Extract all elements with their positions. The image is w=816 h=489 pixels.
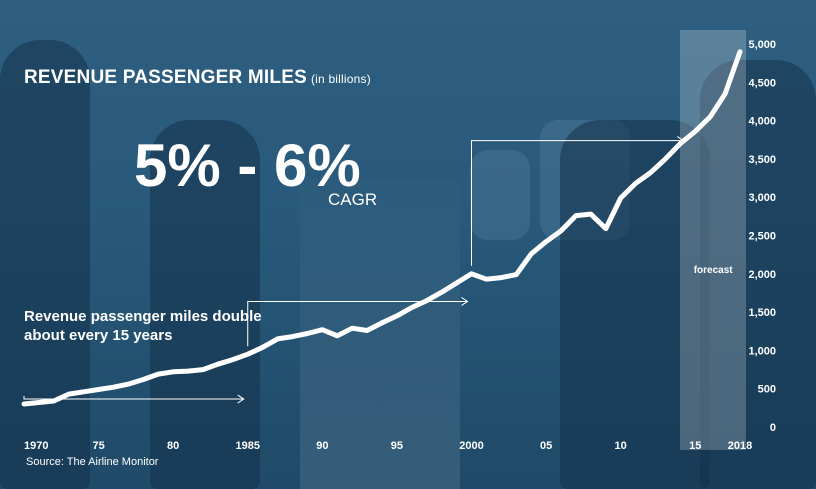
data-point (545, 241, 547, 243)
doubling-markers (23, 136, 685, 404)
y-tick-label: 2,500 (748, 231, 776, 243)
data-point (247, 353, 249, 355)
y-tick-label: 1,500 (748, 307, 776, 319)
data-point (530, 253, 532, 255)
data-point (485, 278, 487, 280)
doubling-arrowhead (237, 394, 245, 404)
y-tick-label: 0 (770, 422, 776, 434)
data-point (500, 277, 502, 279)
data-point (679, 143, 681, 145)
data-point (366, 329, 368, 331)
y-axis: 0 500 1,000 1,500 2,000 2,500 3,000 3,500 4,000 4… (748, 39, 776, 434)
data-point (381, 322, 383, 324)
data-point (232, 359, 234, 361)
data-point (306, 333, 308, 335)
x-tick-label: 2000 (459, 440, 483, 452)
data-point (53, 400, 55, 402)
data-point (127, 383, 129, 385)
data-point (187, 370, 189, 372)
x-axis: 1970 75 80 1985 90 95 2000 05 10 15 2018 (24, 440, 752, 452)
doubling-step-line (247, 300, 468, 347)
forecast-label: forecast (693, 265, 733, 276)
data-point (292, 336, 293, 338)
doubling-annotation: Revenue passenger miles double about eve… (24, 308, 262, 344)
data-point (694, 130, 696, 132)
y-tick-label: 500 (758, 384, 776, 396)
y-tick-label: 1,000 (748, 345, 776, 357)
cabin-window-decoration (470, 150, 530, 240)
data-point (38, 401, 40, 403)
forecast-band (680, 30, 746, 450)
data-point (98, 388, 100, 390)
data-point (277, 338, 279, 340)
data-point (321, 329, 323, 331)
data-point (441, 291, 443, 293)
cabin-seat-decoration (150, 120, 260, 489)
chart-title-text: REVENUE PASSENGER MILES (24, 67, 307, 88)
data-point (560, 230, 562, 232)
x-tick-label: 15 (689, 440, 701, 452)
data-point (635, 182, 637, 184)
data-point (739, 51, 741, 53)
data-point (590, 213, 592, 215)
x-tick-label: 75 (92, 440, 104, 452)
data-point (83, 391, 85, 393)
data-point (142, 379, 144, 381)
data-point (426, 300, 428, 302)
doubling-step-line (471, 140, 684, 266)
data-point (351, 327, 353, 329)
y-tick-label: 4,000 (748, 116, 776, 128)
data-point (396, 315, 398, 317)
data-point (709, 116, 711, 118)
series-line (21, 49, 743, 407)
cagr-value: 5% - 6% (134, 132, 361, 199)
cabin-aisle-decoration (300, 180, 460, 489)
data-point (411, 307, 413, 309)
x-tick-label: 05 (540, 440, 552, 452)
y-tick-label: 2,000 (748, 269, 776, 281)
data-point (68, 393, 70, 395)
data-point (471, 273, 472, 275)
x-tick-label: 95 (391, 440, 403, 452)
series-layer (21, 49, 743, 407)
cabin-seat-decoration (0, 40, 90, 489)
chart-title-unit: (in billions) (310, 72, 371, 86)
y-tick-label: 3,500 (748, 154, 776, 166)
data-point (172, 371, 174, 373)
x-tick-label: 1970 (24, 440, 48, 452)
chart-title: REVENUE PASSENGER MILES (in billions) (24, 67, 371, 89)
y-tick-label: 3,000 (748, 192, 776, 204)
x-tick-label: 1985 (236, 440, 260, 452)
data-point (23, 403, 25, 405)
x-tick-label: 80 (167, 440, 179, 452)
data-point (724, 93, 726, 95)
data-point (262, 346, 264, 348)
data-point (664, 158, 666, 160)
cabin-seat-decoration (700, 60, 816, 489)
data-point (650, 172, 651, 174)
y-tick-label: 5,000 (748, 39, 776, 51)
data-point (605, 228, 607, 230)
data-point (515, 274, 517, 276)
x-tick-label: 2018 (728, 440, 752, 452)
data-point (113, 386, 114, 388)
data-point (217, 363, 219, 365)
doubling-step-line (23, 396, 244, 400)
data-point (456, 282, 458, 284)
x-tick-label: 10 (615, 440, 627, 452)
data-point (157, 373, 159, 375)
y-tick-label: 4,500 (748, 77, 776, 89)
source-note: Source: The Airline Monitor (26, 456, 159, 468)
cagr-label: CAGR (328, 190, 378, 209)
x-tick-label: 90 (316, 440, 328, 452)
data-point (202, 369, 204, 371)
data-point (336, 335, 338, 337)
data-point (575, 215, 577, 217)
data-point (620, 197, 622, 199)
doubling-arrowhead (461, 297, 469, 306)
